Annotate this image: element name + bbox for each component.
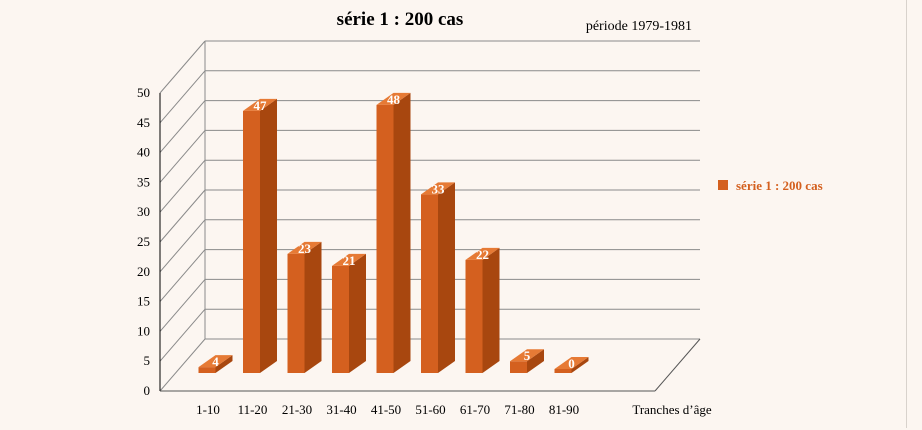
legend: série 1 : 200 cas <box>718 178 823 193</box>
legend-swatch <box>718 180 728 190</box>
legend-entry: série 1 : 200 cas <box>736 178 823 193</box>
data-label: 22 <box>476 247 489 262</box>
chart-frame: 0 5 10 15 20 25 30 35 40 45 50 4 47 23 21 48 33 22 5 0 1-1… <box>137 0 907 428</box>
bar-top <box>287 241 322 254</box>
x-tick-label: 71-80 <box>504 402 534 417</box>
bar-side <box>215 355 233 373</box>
bar-side <box>571 357 589 373</box>
gridline-side-9 <box>159 70 206 124</box>
y-tick-label: 40 <box>137 145 150 160</box>
x-tick-label: 51-60 <box>415 402 445 417</box>
bar-top <box>332 253 366 266</box>
data-label: 33 <box>432 181 446 196</box>
bar-side <box>393 92 411 374</box>
bar-top <box>510 349 544 362</box>
bar-front <box>376 104 394 374</box>
x-tick-label: 1-10 <box>196 402 220 417</box>
bars: 4 47 23 21 48 33 22 5 0 <box>198 92 589 374</box>
bar-side <box>260 98 277 373</box>
bar-21-30: 23 <box>287 241 322 373</box>
y-tick-label: 0 <box>144 383 151 398</box>
bar-top <box>465 247 500 260</box>
bar-side <box>304 241 322 373</box>
data-label: 48 <box>387 92 401 107</box>
x-axis-label: Tranches d’âge <box>632 402 712 417</box>
gridline-side-8 <box>159 100 206 153</box>
y-tick-label: 20 <box>137 264 150 279</box>
data-label: 4 <box>212 354 219 369</box>
bar-top <box>243 98 277 111</box>
bar-front <box>465 259 483 373</box>
gridline-side-7 <box>159 130 206 183</box>
axes <box>159 41 701 392</box>
gridline-side-5 <box>159 189 206 243</box>
data-label: 0 <box>568 356 575 371</box>
y-axis-ticks: 0 5 10 15 20 25 30 35 40 45 50 <box>137 85 150 398</box>
floor-right-edge <box>654 338 701 392</box>
bar-top <box>421 182 455 195</box>
bar-top <box>554 357 589 369</box>
bar-top <box>198 355 233 368</box>
x-tick-label: 11-20 <box>238 402 268 417</box>
gridline-side-1 <box>159 308 206 362</box>
bar-41-50: 48 <box>376 92 411 374</box>
bar-front <box>332 265 349 373</box>
bar-front <box>287 253 305 373</box>
data-label: 5 <box>524 348 531 363</box>
x-tick-label: 41-50 <box>371 402 401 417</box>
bar-51-60: 33 <box>421 181 455 373</box>
y-tick-label: 45 <box>137 115 150 130</box>
bar-front <box>554 369 572 373</box>
y-tick-label: 35 <box>137 174 150 189</box>
chart-subtitle: période 1979-1981 <box>586 19 692 34</box>
bar-side <box>527 349 544 373</box>
y-tick-label: 30 <box>137 204 150 219</box>
x-tick-label: 31-40 <box>326 402 356 417</box>
bar-front <box>243 110 260 373</box>
x-axis-ticks: 1-10 11-20 21-30 31-40 41-50 51-60 61-70 71-80 8… <box>196 402 579 417</box>
bar-1-10: 4 <box>198 354 233 373</box>
chart-title: série 1 : 200 cas <box>337 9 464 30</box>
bar-front <box>510 361 527 373</box>
gridline-side-3 <box>159 249 206 302</box>
y-tick-label: 25 <box>137 234 150 249</box>
bar-front <box>198 367 216 373</box>
bar-top <box>376 92 411 105</box>
y-tick-label: 10 <box>137 323 150 338</box>
gridline-side-2 <box>159 279 206 332</box>
bar-71-80: 5 <box>510 348 544 373</box>
gridline-side-4 <box>159 219 206 273</box>
bar-11-20: 47 <box>243 98 277 373</box>
x-tick-label: 81-90 <box>549 402 579 417</box>
gridline-side-0 <box>159 338 206 392</box>
y-tick-label: 50 <box>137 85 150 100</box>
x-tick-label: 21-30 <box>282 402 312 417</box>
gridline-side-6 <box>159 159 206 213</box>
bar-side <box>438 182 455 373</box>
bar-61-70: 22 <box>465 247 500 373</box>
y-tick-label: 5 <box>144 353 151 368</box>
bar-front <box>421 194 438 373</box>
x-tick-label: 61-70 <box>460 402 490 417</box>
bar-side <box>482 247 500 373</box>
y-tick-label: 15 <box>137 294 150 309</box>
bar-81-90: 0 <box>554 356 589 373</box>
data-label: 23 <box>298 241 312 256</box>
gridline-side-10 <box>159 40 206 94</box>
data-label: 21 <box>343 253 356 268</box>
bar-side <box>349 253 366 373</box>
bar-31-40: 21 <box>332 253 366 373</box>
data-label: 47 <box>254 98 268 113</box>
